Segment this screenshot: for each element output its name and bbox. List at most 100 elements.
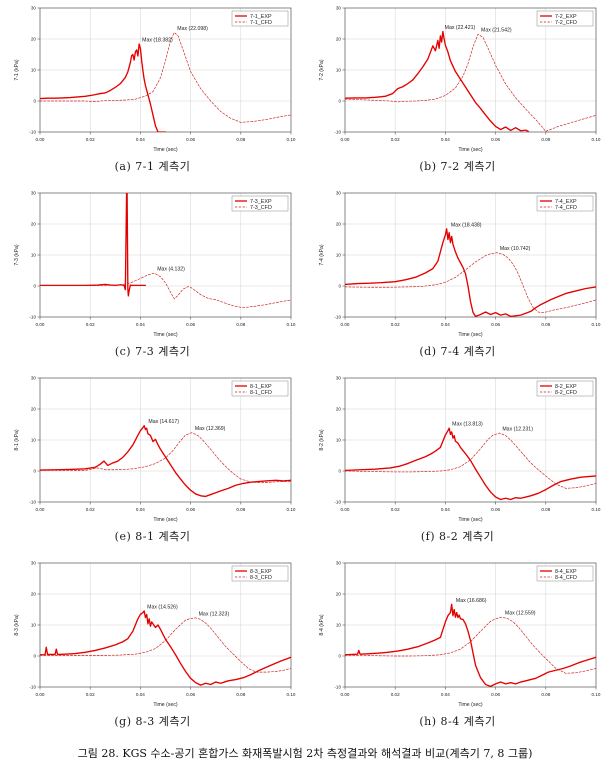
svg-text:0.02: 0.02 (391, 322, 400, 327)
svg-text:Time (sec): Time (sec) (153, 702, 178, 708)
svg-text:8-1_CFD: 8-1_CFD (250, 390, 272, 396)
svg-text:7-1_CFD: 7-1_CFD (250, 20, 272, 26)
svg-text:0.10: 0.10 (287, 507, 296, 512)
svg-text:0.10: 0.10 (592, 507, 601, 512)
svg-text:8-2 (kPa): 8-2 (kPa) (319, 429, 325, 451)
svg-text:Max (10.742): Max (10.742) (500, 246, 531, 252)
svg-text:Max (18.438): Max (18.438) (451, 222, 482, 228)
svg-text:8-1 (kPa): 8-1 (kPa) (14, 429, 20, 451)
svg-text:10: 10 (31, 623, 37, 628)
svg-text:7-4 (kPa): 7-4 (kPa) (319, 244, 325, 266)
subplot-caption-d: (d) 7-4 계측기 (419, 345, 496, 358)
plot-area-h: -10 0 10 20 30 0.00 0.02 0.04 0.06 0.08 0.10 Time (… (305, 555, 610, 717)
subplot-d: -10 0 10 20 30 0.00 0.02 0.04 0.06 0.08 0.10 Time (… (305, 185, 610, 370)
svg-text:20: 20 (31, 222, 37, 227)
svg-text:0.02: 0.02 (391, 692, 400, 697)
plot-area-g: -10 0 10 20 30 0.00 0.02 0.04 0.06 0.08 0.10 Time (… (0, 555, 305, 717)
svg-text:0.02: 0.02 (86, 137, 95, 142)
svg-text:0.10: 0.10 (287, 322, 296, 327)
svg-text:Max (14.617): Max (14.617) (148, 419, 179, 425)
svg-text:0.02: 0.02 (86, 507, 95, 512)
svg-text:0.00: 0.00 (36, 322, 45, 327)
svg-text:Max (21.542): Max (21.542) (481, 28, 512, 34)
svg-text:0.06: 0.06 (186, 137, 195, 142)
svg-text:0.10: 0.10 (287, 137, 296, 142)
svg-text:30: 30 (31, 6, 37, 11)
subplot-g: -10 0 10 20 30 0.00 0.02 0.04 0.06 0.08 0.10 Time (… (0, 555, 305, 740)
svg-text:0.04: 0.04 (441, 137, 450, 142)
plot-area-a: -10 0 10 20 30 0.00 0.02 0.04 0.06 0.08 0.10 Time (… (0, 0, 305, 162)
svg-text:10: 10 (336, 253, 342, 258)
svg-text:20: 20 (31, 592, 37, 597)
svg-text:0.04: 0.04 (136, 322, 145, 327)
svg-text:0.00: 0.00 (341, 692, 350, 697)
subplot-caption-b: (b) 7-2 계측기 (419, 160, 496, 173)
svg-text:30: 30 (336, 6, 342, 11)
svg-text:0.08: 0.08 (236, 507, 245, 512)
svg-text:10: 10 (336, 68, 342, 73)
svg-text:Max (13.813): Max (13.813) (452, 422, 483, 428)
svg-text:-10: -10 (29, 685, 36, 690)
svg-text:7-3_CFD: 7-3_CFD (250, 205, 272, 211)
svg-text:0.08: 0.08 (236, 692, 245, 697)
svg-text:7-1 (kPa): 7-1 (kPa) (14, 59, 20, 81)
plot-area-e: -10 0 10 20 30 0.00 0.02 0.04 0.06 0.08 0.10 Time (… (0, 370, 305, 532)
svg-text:Max (12.323): Max (12.323) (199, 611, 230, 617)
svg-text:0.08: 0.08 (541, 322, 550, 327)
svg-text:Time (sec): Time (sec) (153, 332, 178, 338)
svg-text:0.04: 0.04 (441, 507, 450, 512)
svg-text:0.02: 0.02 (391, 507, 400, 512)
subplot-caption-g: (g) 8-3 계측기 (114, 715, 191, 728)
svg-text:Time (sec): Time (sec) (153, 147, 178, 153)
svg-text:20: 20 (336, 222, 342, 227)
svg-text:0: 0 (338, 284, 341, 289)
svg-text:Max (12.369): Max (12.369) (195, 426, 226, 432)
svg-text:0.00: 0.00 (36, 692, 45, 697)
svg-text:8-1_EXP: 8-1_EXP (250, 384, 272, 390)
svg-text:0: 0 (338, 654, 341, 659)
svg-text:0.06: 0.06 (186, 507, 195, 512)
svg-text:0: 0 (33, 99, 36, 104)
svg-text:0.10: 0.10 (592, 137, 601, 142)
svg-text:-10: -10 (29, 130, 36, 135)
svg-text:0.00: 0.00 (341, 137, 350, 142)
svg-text:0.02: 0.02 (391, 137, 400, 142)
svg-text:-10: -10 (334, 315, 341, 320)
svg-text:7-4_CFD: 7-4_CFD (555, 205, 577, 211)
svg-text:-10: -10 (334, 685, 341, 690)
svg-text:20: 20 (31, 407, 37, 412)
svg-text:7-2 (kPa): 7-2 (kPa) (319, 59, 325, 81)
svg-text:30: 30 (336, 376, 342, 381)
svg-text:30: 30 (31, 191, 37, 196)
svg-text:0.04: 0.04 (136, 507, 145, 512)
svg-text:Time (sec): Time (sec) (153, 517, 178, 523)
svg-text:Max (18.382): Max (18.382) (142, 38, 173, 44)
svg-text:8-3_EXP: 8-3_EXP (250, 569, 272, 575)
svg-text:-10: -10 (29, 315, 36, 320)
svg-text:Time (sec): Time (sec) (458, 147, 483, 153)
svg-text:0: 0 (338, 469, 341, 474)
svg-text:Max (16.686): Max (16.686) (456, 598, 487, 604)
svg-text:0.08: 0.08 (541, 137, 550, 142)
svg-text:20: 20 (336, 407, 342, 412)
svg-text:10: 10 (31, 253, 37, 258)
svg-text:0: 0 (33, 654, 36, 659)
figure-caption: 그림 28. KGS 수소-공기 혼합가스 화재폭발시험 2차 측정결과와 해석… (77, 747, 533, 760)
svg-text:10: 10 (31, 68, 37, 73)
svg-text:0.04: 0.04 (441, 322, 450, 327)
svg-text:Max (4.132): Max (4.132) (157, 267, 185, 273)
svg-text:8-3_CFD: 8-3_CFD (250, 575, 272, 581)
svg-text:0: 0 (338, 99, 341, 104)
svg-text:7-3 (kPa): 7-3 (kPa) (14, 244, 20, 266)
svg-text:0.06: 0.06 (491, 507, 500, 512)
subplot-c: -10 0 10 20 30 0.00 0.02 0.04 0.06 0.08 0.10 Time (… (0, 185, 305, 370)
svg-text:7-2_CFD: 7-2_CFD (555, 20, 577, 26)
plot-area-f: -10 0 10 20 30 0.00 0.02 0.04 0.06 0.08 0.10 Time (… (305, 370, 610, 532)
svg-text:0.08: 0.08 (236, 137, 245, 142)
svg-text:0.00: 0.00 (341, 507, 350, 512)
svg-text:0.06: 0.06 (186, 322, 195, 327)
svg-text:10: 10 (336, 623, 342, 628)
plot-area-d: -10 0 10 20 30 0.00 0.02 0.04 0.06 0.08 0.10 Time (… (305, 185, 610, 347)
svg-text:0.08: 0.08 (236, 322, 245, 327)
svg-text:0: 0 (33, 469, 36, 474)
